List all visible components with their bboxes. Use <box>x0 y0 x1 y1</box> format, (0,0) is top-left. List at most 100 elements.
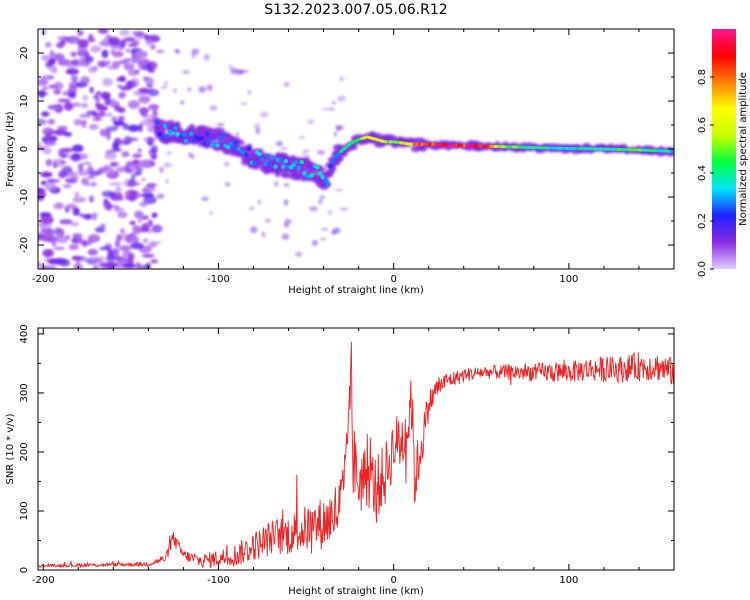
noise-blob <box>147 69 155 73</box>
noise-blob <box>57 98 72 103</box>
noise-blob <box>116 234 123 242</box>
ridge-point <box>165 133 170 139</box>
noise-blob <box>275 140 283 147</box>
spectrogram-y-tick-label: 10 <box>19 95 30 108</box>
noise-blob <box>99 128 109 137</box>
ridge-point <box>231 145 236 150</box>
noise-blob <box>138 123 143 133</box>
noise-blob <box>93 93 99 100</box>
colorbar-tick-label: 0.0 <box>697 261 708 277</box>
ridge-point <box>202 141 207 146</box>
noise-blob <box>99 106 108 111</box>
ridge-point <box>338 149 344 153</box>
noise-blob <box>135 32 148 39</box>
snr-marks <box>38 341 674 569</box>
ridge-halo <box>212 135 219 141</box>
noise-blob <box>106 112 113 117</box>
noise-blob <box>45 41 52 48</box>
noise-blob <box>74 191 80 199</box>
snr-plot-frame <box>37 327 675 571</box>
ridge-point <box>281 164 286 170</box>
noise-blob <box>122 37 131 43</box>
ridge-halo <box>207 127 215 133</box>
noise-blob <box>257 199 261 205</box>
noise-blob <box>126 179 137 188</box>
spectrogram-y-tick-label: -10 <box>19 189 30 205</box>
noise-blob <box>135 50 148 59</box>
ridge-halo <box>331 165 337 172</box>
noise-blob <box>134 172 141 177</box>
noise-blob <box>264 218 271 223</box>
noise-blob <box>38 142 43 146</box>
noise-blob <box>110 196 124 202</box>
ridge-halo <box>373 132 384 138</box>
noise-blob <box>87 175 95 180</box>
noise-blob <box>209 210 213 216</box>
ridge-point <box>273 164 278 169</box>
noise-blob <box>191 48 200 55</box>
noise-blob <box>151 212 158 219</box>
spectrogram-y-ticks: -20 -10 0 10 20 <box>19 28 674 270</box>
noise-blob <box>40 215 54 224</box>
spectrogram-y-tick-label: -20 <box>19 237 30 253</box>
ridge-point <box>170 130 176 136</box>
noise-blob <box>81 239 89 247</box>
noise-blob <box>250 226 258 234</box>
noise-blob <box>101 190 116 198</box>
noise-blob <box>41 29 46 36</box>
snr-series-line <box>38 341 674 569</box>
noise-blob <box>122 123 129 130</box>
noise-blob <box>98 246 111 251</box>
noise-blob <box>108 182 123 186</box>
ridge-point <box>181 131 186 137</box>
ridge-point <box>199 135 205 141</box>
ridge-halo <box>293 174 301 181</box>
noise-blob <box>124 189 138 198</box>
noise-blob <box>92 256 106 262</box>
colorbar-label: Normalized spectral amplitude <box>738 72 749 226</box>
noise-blob <box>247 90 252 95</box>
noise-blob <box>305 155 310 158</box>
noise-blob <box>78 163 84 172</box>
noise-blob <box>136 264 151 269</box>
noise-blob <box>44 182 57 192</box>
ridge-point <box>325 181 331 186</box>
noise-blob <box>113 120 125 126</box>
ridge-halo <box>236 140 246 146</box>
noise-blob <box>111 60 121 68</box>
noise-blob <box>46 179 61 183</box>
noise-blob <box>84 55 94 64</box>
noise-blob <box>138 95 151 104</box>
snr-x-tick-label: -100 <box>207 575 230 586</box>
noise-blob <box>307 119 315 125</box>
noise-blob <box>146 182 157 188</box>
noise-blob <box>188 152 192 157</box>
noise-blob <box>59 147 74 153</box>
noise-blob <box>159 166 164 173</box>
noise-blob <box>125 48 130 53</box>
noise-blob <box>260 111 269 118</box>
noise-blob <box>52 202 64 210</box>
noise-blob <box>42 248 54 258</box>
noise-blob <box>318 198 323 205</box>
noise-blob <box>47 118 56 125</box>
spectrogram-x-tick-label: -100 <box>207 274 230 285</box>
noise-blob <box>132 225 142 235</box>
ridge-point <box>157 132 162 137</box>
spectrogram-y-tick-label: 0 <box>19 146 30 152</box>
noise-blob <box>98 262 107 268</box>
noise-blob <box>151 224 163 233</box>
noise-blob <box>87 234 101 243</box>
noise-blob <box>62 36 70 41</box>
ridge-point <box>225 144 231 150</box>
spectrogram-marks <box>38 29 674 269</box>
noise-blob <box>108 171 114 176</box>
noise-blob <box>127 124 140 132</box>
ridge-point <box>160 135 165 140</box>
noise-blob <box>206 84 213 91</box>
ridge-point <box>207 138 212 143</box>
noise-blob <box>57 58 71 66</box>
snr-y-tick-label: 100 <box>19 501 30 520</box>
noise-blob <box>319 195 326 199</box>
noise-blob <box>175 49 181 55</box>
